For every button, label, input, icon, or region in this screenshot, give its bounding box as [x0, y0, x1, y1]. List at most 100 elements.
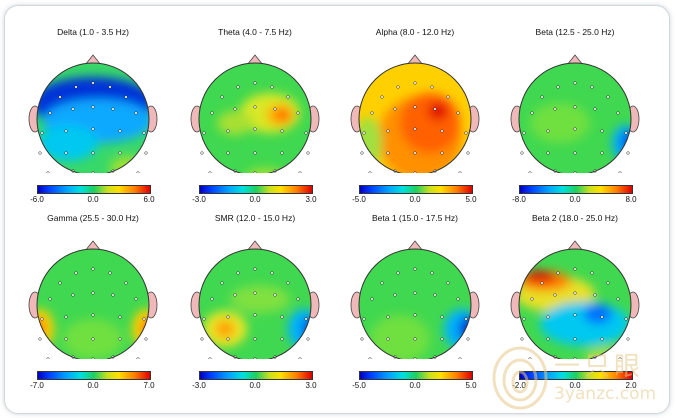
electrode-dot — [520, 151, 524, 155]
electrode-dot — [600, 151, 604, 155]
map-title: Beta (12.5 - 25.0 Hz) — [535, 27, 615, 37]
scale-tick-label: -2.0 — [512, 381, 526, 390]
electrode-dot — [606, 95, 610, 99]
electrode-dot — [546, 315, 550, 319]
electrode-dot — [393, 293, 397, 297]
electrode-dot — [306, 151, 310, 155]
electrode-dot — [91, 357, 95, 359]
brain-map-gamma: Gamma (25.5 - 30.0 Hz) -7.0 0.0 7.0 — [28, 213, 158, 403]
electrode-dot — [458, 171, 462, 173]
electrode-dot — [253, 337, 257, 341]
electrode-dot — [236, 271, 240, 275]
electrode-dot — [296, 297, 300, 301]
electrode-dot — [253, 151, 257, 155]
electrode-dot — [430, 85, 434, 89]
activity-region — [370, 315, 430, 359]
scale-tick-label: 8.0 — [625, 195, 637, 204]
electrode-dot — [208, 357, 212, 359]
electrode-dot — [440, 337, 444, 341]
electrode-dot — [600, 315, 604, 319]
electrode-dot — [413, 127, 417, 131]
electrode-dot — [368, 357, 372, 359]
electrode-dot — [236, 85, 240, 89]
electrode-dot — [111, 293, 115, 297]
electrode-dot — [546, 129, 550, 133]
electrode-dot — [220, 281, 224, 285]
electrode-dot — [64, 337, 68, 341]
electrode-dot — [64, 151, 68, 155]
electrode-dot — [220, 95, 224, 99]
scale-tick-label: 0.0 — [569, 195, 581, 204]
scale-tick-label: -3.0 — [192, 195, 206, 204]
electrode-dot — [618, 171, 622, 173]
electrode-dot — [226, 315, 230, 319]
scale-tick-label: 0.0 — [87, 381, 99, 390]
electrode-dot — [64, 315, 68, 319]
head-topography — [28, 240, 158, 359]
electrode-dot — [573, 313, 577, 317]
electrode-dot — [91, 313, 95, 317]
scale-tick-label: 5.0 — [465, 381, 477, 390]
electrode-dot — [91, 291, 95, 295]
electrode-dot — [464, 131, 468, 135]
electrode-dot — [270, 271, 274, 275]
electrode-dot — [413, 151, 417, 155]
head-topography — [28, 54, 158, 173]
electrode-dot — [74, 271, 78, 275]
electrode-dot — [210, 297, 214, 301]
electrode-dot — [430, 271, 434, 275]
scale-tick-label: 0.0 — [569, 381, 581, 390]
electrode-dot — [413, 105, 417, 109]
brain-map-alpha: Alpha (8.0 - 12.0 Hz) -5.0 0.0 5.0 — [350, 27, 480, 217]
electrode-dot — [91, 337, 95, 341]
electrode-dot — [136, 171, 140, 173]
head-topography — [190, 54, 320, 173]
map-title: SMR (12.0 - 15.0 Hz) — [214, 213, 296, 223]
electrode-dot — [600, 129, 604, 133]
electrode-dot — [144, 337, 148, 341]
electrode-dot — [573, 81, 577, 85]
electrode-dot — [226, 129, 230, 133]
electrode-dot — [433, 107, 437, 111]
electrode-dot — [91, 151, 95, 155]
electrode-dot — [368, 171, 372, 173]
electrode-dot — [208, 171, 212, 173]
electrode-dot — [362, 317, 366, 321]
activity-region — [400, 93, 460, 153]
electrode-dot — [573, 171, 577, 173]
electrode-dot — [573, 357, 577, 359]
scale-tick-label: -3.0 — [192, 381, 206, 390]
electrode-dot — [118, 129, 122, 133]
electrode-dot — [360, 337, 364, 341]
brain-map-beta: Beta (12.5 - 25.0 Hz) -8.0 0.0 8.0 — [510, 27, 640, 217]
electrode-dot — [393, 107, 397, 111]
electrode-dot — [253, 127, 257, 131]
electrode-dot — [593, 293, 597, 297]
electrode-dot — [58, 95, 62, 99]
electrode-dot — [606, 281, 610, 285]
electrode-dot — [446, 95, 450, 99]
electrode-dot — [530, 111, 534, 115]
electrode-dot — [253, 81, 257, 85]
scale-tick-label: 3.0 — [305, 381, 317, 390]
electrode-dot — [380, 281, 384, 285]
color-scale-bar — [359, 185, 473, 194]
scale-tick-label: 7.0 — [143, 381, 155, 390]
head-topography — [510, 54, 640, 173]
head-topography — [510, 240, 640, 359]
electrode-dot — [38, 151, 42, 155]
brain-map-beta-2: Beta 2 (18.0 - 25.0 Hz) -2.0 0.0 2.0 — [510, 213, 640, 403]
electrode-dot — [40, 131, 44, 135]
electrode-dot — [38, 337, 42, 341]
electrode-dot — [540, 95, 544, 99]
electrode-dot — [111, 107, 115, 111]
electrode-dot — [273, 107, 277, 111]
scale-tick-label: -7.0 — [30, 381, 44, 390]
electrode-dot — [413, 171, 417, 173]
electrode-dot — [433, 293, 437, 297]
electrode-dot — [396, 271, 400, 275]
electrode-dot — [233, 107, 237, 111]
electrode-dot — [298, 357, 302, 359]
electrode-dot — [71, 107, 75, 111]
electrode-dot — [134, 297, 138, 301]
